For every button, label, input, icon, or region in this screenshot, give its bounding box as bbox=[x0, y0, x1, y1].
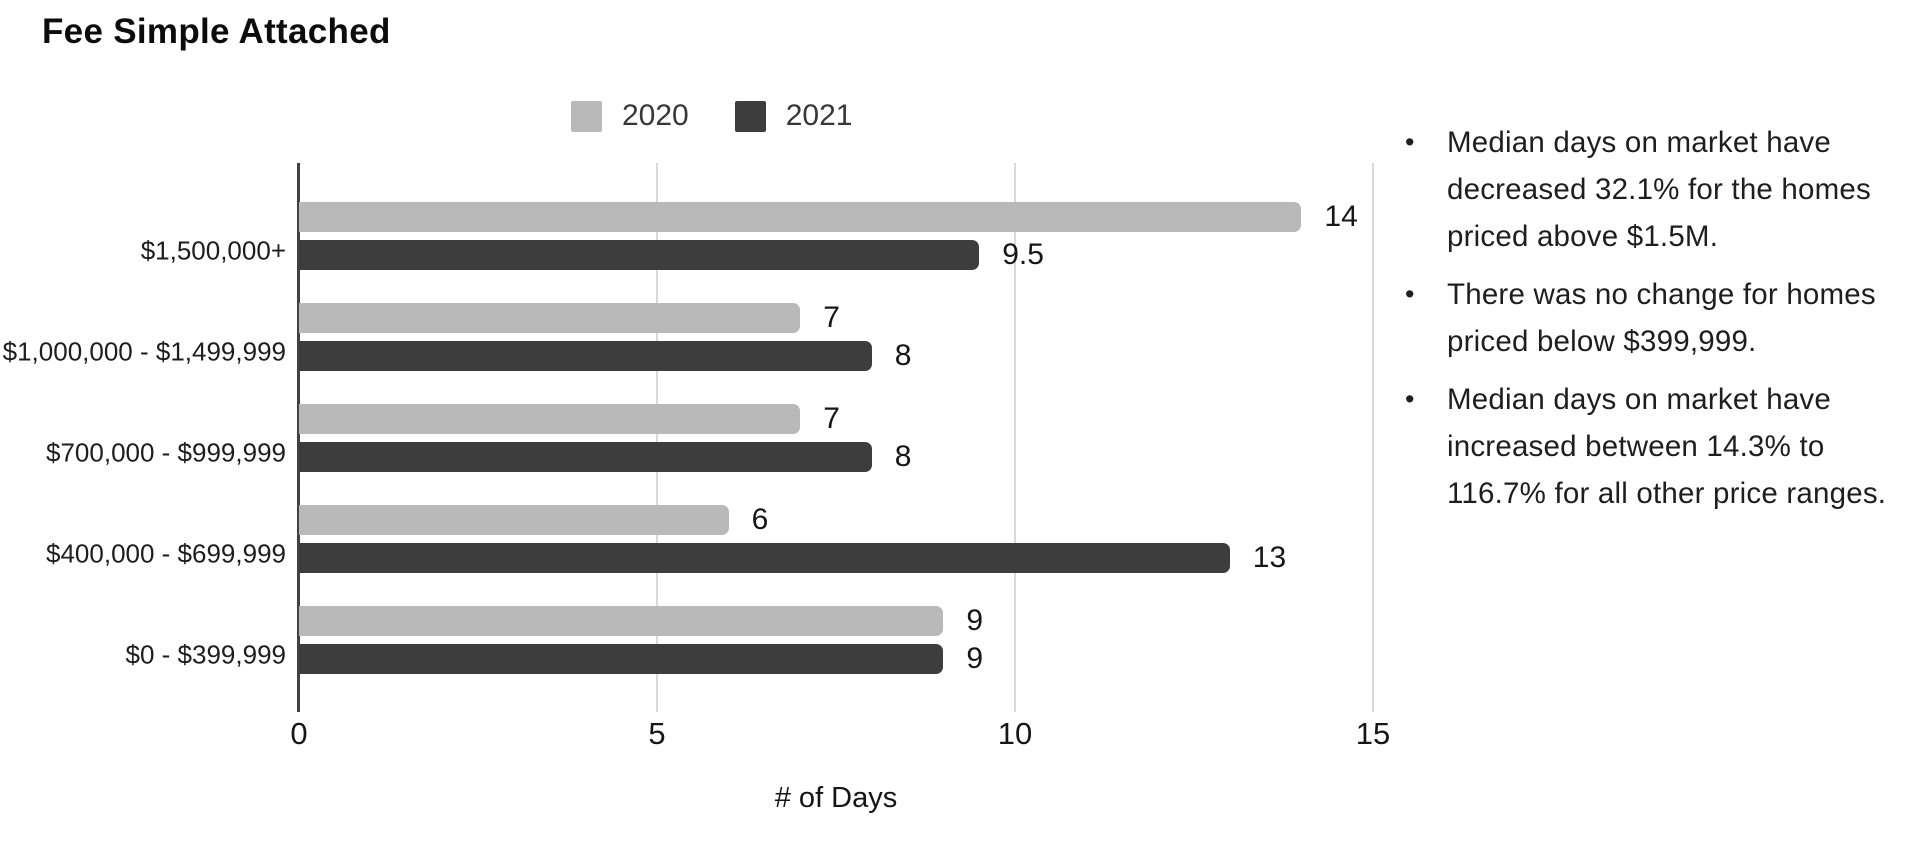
bar-value-label: 7 bbox=[823, 301, 840, 334]
bullet-icon: • bbox=[1405, 279, 1415, 309]
notes-list: • Median days on market have decreased 32… bbox=[1405, 119, 1887, 528]
bar-value-label: 8 bbox=[894, 339, 912, 372]
legend-swatch-2021 bbox=[734, 100, 766, 132]
bar-value-label: 9 bbox=[966, 604, 984, 637]
legend-swatch-2020 bbox=[571, 100, 602, 132]
legend-item-2020: 2020 bbox=[571, 99, 689, 133]
gridline-x15 bbox=[1372, 163, 1374, 712]
plot-area: $1,500,000+ 14 9.5 $1,000,000 - $1,499,999 7… bbox=[3, 163, 1374, 712]
x-axis-ticks: 0 5 10 15 bbox=[290, 716, 1390, 758]
x-axis-title: # of Days bbox=[774, 782, 898, 814]
bar-2021 bbox=[299, 240, 980, 270]
category-label: $1,500,000+ bbox=[140, 235, 286, 266]
bar-value-label: 9 bbox=[966, 642, 984, 675]
legend-label-2021: 2021 bbox=[785, 99, 853, 132]
bar-2020 bbox=[299, 202, 1302, 232]
x-tick-15: 15 bbox=[1355, 716, 1391, 751]
note-text: Median days on market have increased bet… bbox=[1447, 383, 1887, 510]
bar-2021 bbox=[299, 442, 872, 472]
note-item: • There was no change for homes priced be… bbox=[1405, 271, 1887, 365]
bar-2021 bbox=[299, 341, 872, 371]
category-label: $700,000 - $999,999 bbox=[46, 437, 286, 468]
gridline-x10 bbox=[1014, 163, 1016, 712]
bar-2020 bbox=[299, 303, 801, 333]
bar-value-label: 6 bbox=[751, 503, 769, 536]
note-text: Median days on market have decreased 32.… bbox=[1447, 126, 1871, 253]
category-label: $400,000 - $699,999 bbox=[46, 538, 286, 569]
x-tick-0: 0 bbox=[290, 716, 308, 751]
x-tick-10: 10 bbox=[997, 716, 1033, 751]
y-axis-line bbox=[297, 163, 300, 712]
legend-label-2020: 2020 bbox=[622, 99, 689, 132]
bar-2020 bbox=[299, 404, 801, 434]
legend: 2020 2021 bbox=[571, 99, 853, 133]
note-item: • Median days on market have increased be… bbox=[1405, 376, 1887, 517]
category-label: $0 - $399,999 bbox=[125, 639, 286, 670]
bar-value-label: 9.5 bbox=[1002, 238, 1044, 271]
bar-2020 bbox=[299, 606, 944, 636]
bar-value-label: 14 bbox=[1324, 200, 1358, 233]
x-tick-5: 5 bbox=[648, 716, 666, 751]
bar-2021 bbox=[299, 644, 944, 674]
bar-value-label: 13 bbox=[1252, 541, 1287, 574]
legend-item-2021: 2021 bbox=[734, 99, 853, 133]
bullet-icon: • bbox=[1405, 127, 1415, 157]
gridline-x5 bbox=[656, 163, 658, 712]
bullet-icon: • bbox=[1405, 384, 1415, 414]
category-label: $1,000,000 - $1,499,999 bbox=[2, 336, 286, 367]
bar-2020 bbox=[299, 505, 729, 535]
bar-2021 bbox=[299, 543, 1230, 573]
bar-value-label: 8 bbox=[894, 440, 912, 473]
note-text: There was no change for homes priced bel… bbox=[1447, 278, 1876, 358]
chart-title: Fee Simple Attached bbox=[42, 12, 391, 51]
bar-value-label: 7 bbox=[823, 402, 840, 435]
note-item: • Median days on market have decreased 32… bbox=[1405, 119, 1887, 260]
